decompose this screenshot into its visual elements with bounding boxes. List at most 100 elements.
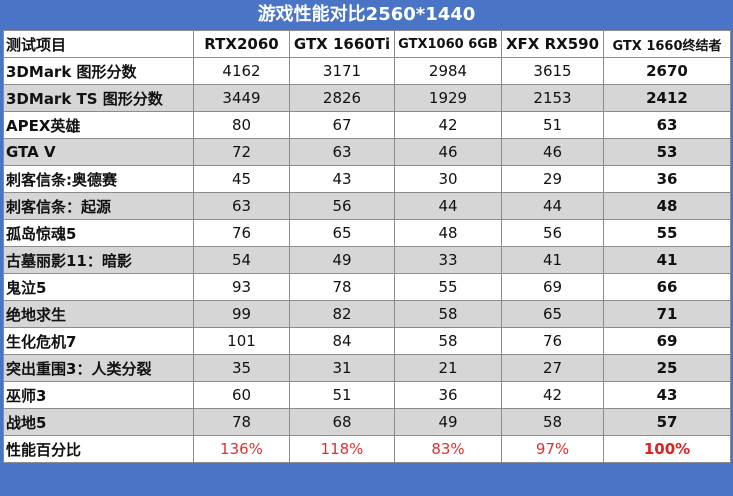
value-cell: 25 [603,354,731,382]
value-cell: 2153 [501,84,604,112]
value-cell: 72 [193,138,290,166]
comparison-table: 测试项目 RTX2060 GTX 1660Ti GTX1060 6GB XFX RX59… [3,30,731,463]
value-cell: 63 [289,138,395,166]
row-label: 战地5 [3,408,194,436]
value-cell: 2412 [603,84,731,112]
table-row: 刺客信条：起源 63 56 44 44 48 [3,192,731,220]
value-cell: 44 [501,192,604,220]
row-label: 绝地求生 [3,300,194,328]
row-label: 性能百分比 [3,435,194,463]
table-row: 孤岛惊魂5 76 65 48 56 55 [3,219,731,247]
table-row: 3DMark 图形分数 4162 3171 2984 3615 2670 [3,57,731,85]
value-cell: 42 [501,381,604,409]
row-label: 鬼泣5 [3,273,194,301]
value-cell: 54 [193,246,290,274]
value-cell: 42 [394,111,502,139]
row-label: 突出重围3：人类分裂 [3,354,194,382]
value-cell: 56 [501,219,604,247]
row-label: GTA V [3,138,194,166]
value-cell: 53 [603,138,731,166]
value-cell: 118% [289,435,395,463]
value-cell: 45 [193,165,290,193]
value-cell: 67 [289,111,395,139]
table-row: 绝地求生 99 82 58 65 71 [3,300,731,328]
row-label: 孤岛惊魂5 [3,219,194,247]
value-cell: 55 [394,273,502,301]
row-label: 3DMark TS 图形分数 [3,84,194,112]
value-cell: 93 [193,273,290,301]
value-cell: 78 [193,408,290,436]
value-cell: 99 [193,300,290,328]
value-cell: 3449 [193,84,290,112]
value-cell: 2826 [289,84,395,112]
value-cell: 36 [394,381,502,409]
value-cell: 29 [501,165,604,193]
value-cell: 65 [501,300,604,328]
table-row: GTA V 72 63 46 46 53 [3,138,731,166]
value-cell: 51 [289,381,395,409]
row-label: 古墓丽影11：暗影 [3,246,194,274]
table-row: 古墓丽影11：暗影 54 49 33 41 41 [3,246,731,274]
value-cell: 58 [501,408,604,436]
value-cell: 63 [193,192,290,220]
value-cell: 46 [501,138,604,166]
value-cell: 71 [603,300,731,328]
value-cell: 35 [193,354,290,382]
table-row: APEX英雄 80 67 42 51 63 [3,111,731,139]
header-gpu-cell: RTX2060 [193,30,290,58]
value-cell: 97% [501,435,604,463]
value-cell: 49 [394,408,502,436]
value-cell: 101 [193,327,290,355]
value-cell: 3171 [289,57,395,85]
value-cell: 69 [501,273,604,301]
value-cell: 27 [501,354,604,382]
value-cell: 56 [289,192,395,220]
value-cell: 21 [394,354,502,382]
value-cell: 66 [603,273,731,301]
value-cell: 82 [289,300,395,328]
table-row: 刺客信条:奥德赛 45 43 30 29 36 [3,165,731,193]
value-cell: 48 [603,192,731,220]
value-cell: 58 [394,327,502,355]
header-gpu-cell: GTX1060 6GB [394,30,502,58]
bottom-bar [0,470,733,496]
value-cell: 55 [603,219,731,247]
header-row: 测试项目 RTX2060 GTX 1660Ti GTX1060 6GB XFX RX59… [3,30,731,58]
value-cell: 41 [603,246,731,274]
value-cell: 69 [603,327,731,355]
header-gpu-cell: GTX 1660终结者 [603,30,731,58]
header-label-cell: 测试项目 [3,30,194,58]
value-cell: 136% [193,435,290,463]
value-cell: 76 [501,327,604,355]
chart-title: 游戏性能对比2560*1440 [257,4,476,25]
value-cell: 3615 [501,57,604,85]
table-row: 战地5 78 68 49 58 57 [3,408,731,436]
value-cell: 31 [289,354,395,382]
value-cell: 76 [193,219,290,247]
value-cell: 48 [394,219,502,247]
value-cell: 46 [394,138,502,166]
table-row: 鬼泣5 93 78 55 69 66 [3,273,731,301]
row-label: 生化危机7 [3,327,194,355]
value-cell: 49 [289,246,395,274]
value-cell: 41 [501,246,604,274]
value-cell: 30 [394,165,502,193]
row-label: 刺客信条：起源 [3,192,194,220]
percentage-row: 性能百分比 136% 118% 83% 97% 100% [3,435,731,463]
value-cell: 43 [603,381,731,409]
table-row: 3DMark TS 图形分数 3449 2826 1929 2153 2412 [3,84,731,112]
value-cell: 51 [501,111,604,139]
table-row: 巫师3 60 51 36 42 43 [3,381,731,409]
row-label: 巫师3 [3,381,194,409]
value-cell: 58 [394,300,502,328]
value-cell: 2984 [394,57,502,85]
row-label: 3DMark 图形分数 [3,57,194,85]
value-cell: 4162 [193,57,290,85]
table-row: 生化危机7 101 84 58 76 69 [3,327,731,355]
value-cell: 78 [289,273,395,301]
row-label: 刺客信条:奥德赛 [3,165,194,193]
value-cell: 63 [603,111,731,139]
row-label: APEX英雄 [3,111,194,139]
value-cell: 36 [603,165,731,193]
value-cell: 83% [394,435,502,463]
